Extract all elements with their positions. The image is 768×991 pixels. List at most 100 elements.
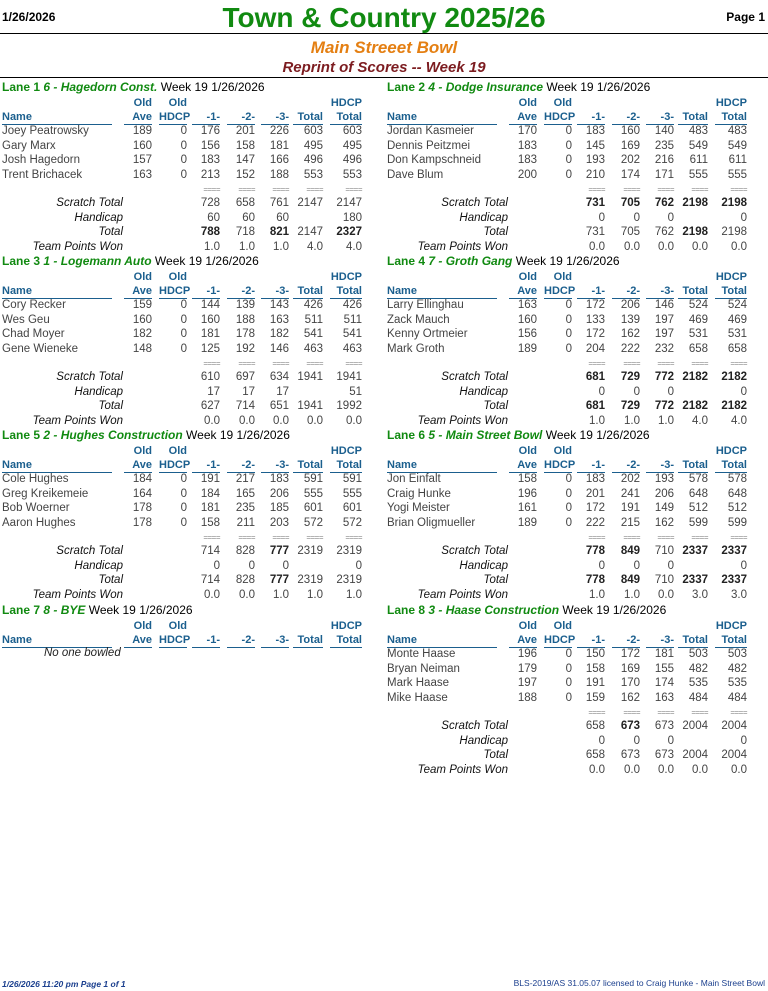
- game-1-score: 125: [200, 342, 220, 355]
- team-total-g1: 731: [585, 226, 605, 238]
- bowler-handicap: 0: [565, 299, 572, 311]
- series-total: 658: [688, 342, 708, 355]
- scratch-total-total: 2004: [682, 720, 708, 732]
- footer-right: BLS-2019/AS 31.05.07 licensed to Craig H…: [513, 978, 765, 988]
- series-total: 603: [303, 125, 323, 137]
- game-2-score: 172: [620, 648, 640, 660]
- col-header-name: Name: [2, 284, 112, 299]
- separator: ====: [203, 359, 220, 368]
- game-2-score: 217: [235, 473, 255, 485]
- col-header-hdcp: HDCP: [715, 97, 747, 109]
- scratch-total-total: 2319: [297, 545, 323, 557]
- lane-title: Lane 8 3 - Haase Construction Week 19 1/…: [387, 603, 666, 617]
- col-header-hdcp: HDCP: [544, 111, 576, 125]
- game-1-score: 145: [585, 139, 605, 152]
- col-header-hdcp: HDCP: [330, 97, 362, 109]
- col-header-ave: Ave: [509, 458, 537, 473]
- lane-block-5: Lane 5 2 - Hughes Construction Week 19 1…: [0, 428, 382, 602]
- bowler-average: 179: [517, 662, 537, 675]
- col-header-ave: Ave: [509, 110, 537, 125]
- bowler-average: 159: [132, 299, 152, 311]
- handicap-row-g2: 0: [633, 560, 640, 572]
- bowler-average: 189: [517, 516, 537, 529]
- col-header-ave: Ave: [509, 284, 537, 299]
- handicap-row-htotal: 51: [349, 386, 362, 398]
- series-total: 555: [688, 168, 708, 181]
- team-points-won-label: Team Points Won: [417, 589, 508, 601]
- team-total-g3: 772: [654, 400, 674, 412]
- handicap-row-label: Handicap: [459, 735, 508, 747]
- handicap-row-htotal: 0: [740, 386, 747, 398]
- bowler-handicap: 0: [565, 487, 572, 500]
- game-3-score: 181: [269, 139, 289, 152]
- handicap-series-total: 511: [343, 313, 362, 326]
- lane-title: Lane 4 7 - Groth Gang Week 19 1/26/2026: [387, 254, 620, 268]
- scratch-total-g2: 673: [620, 720, 640, 732]
- team-points-won-htotal: 0.0: [346, 415, 362, 427]
- game-2-score: 206: [620, 299, 640, 311]
- team-total-total: 2337: [682, 574, 708, 586]
- col-header-hdcp: HDCP: [159, 111, 191, 125]
- bowler-name: Mike Haase: [387, 691, 448, 704]
- handicap-series-total: 484: [727, 691, 747, 704]
- game-2-score: 202: [620, 473, 640, 485]
- game-1-score: 204: [585, 342, 605, 355]
- team-total-htotal: 2327: [336, 226, 362, 238]
- separator: ====: [691, 185, 708, 194]
- game-2-score: 162: [620, 328, 640, 340]
- handicap-series-total: 601: [342, 502, 362, 514]
- handicap-series-total: 549: [727, 139, 747, 152]
- col-header-game-1: -1-: [192, 284, 220, 299]
- page-number: Page 1: [726, 10, 765, 24]
- col-header-game-1: -1-: [577, 284, 605, 299]
- separator: ====: [345, 533, 362, 542]
- team-points-won-g1: 1.0: [204, 241, 220, 253]
- scratch-total-g1: 714: [200, 545, 220, 557]
- series-total: 572: [303, 516, 323, 529]
- team-points-won-htotal: 4.0: [346, 241, 362, 253]
- lane-number: Lane 3: [2, 254, 41, 268]
- team-points-won-g3: 0.0: [658, 589, 674, 601]
- series-total: 553: [303, 168, 323, 181]
- separator: ====: [588, 708, 605, 717]
- team-points-won-g3: 1.0: [658, 415, 674, 427]
- team-total-g1: 627: [200, 400, 220, 412]
- bowler-handicap: 0: [180, 125, 187, 137]
- series-total: 599: [688, 516, 708, 529]
- handicap-series-total: 578: [727, 473, 747, 485]
- col-header-game-3: -3-: [261, 110, 289, 125]
- col-header-ave: Ave: [509, 633, 537, 648]
- bowler-average: 178: [132, 502, 152, 514]
- scratch-total-g3: 772: [654, 371, 674, 383]
- team-name: 7 - Groth Gang: [428, 254, 513, 268]
- game-3-score: 143: [269, 299, 289, 311]
- team-points-won-total: 4.0: [307, 241, 323, 253]
- bowler-handicap: 0: [565, 342, 572, 355]
- scratch-total-htotal: 2004: [721, 720, 747, 732]
- col-header-total: Total: [293, 110, 323, 125]
- separator: ====: [345, 185, 362, 194]
- game-1-score: 191: [585, 677, 605, 689]
- series-total: 503: [688, 648, 708, 660]
- team-points-won-label: Team Points Won: [417, 764, 508, 776]
- game-2-score: 170: [620, 677, 640, 689]
- bowler-handicap: 0: [565, 168, 572, 181]
- lane-title: Lane 1 6 - Hagedorn Const. Week 19 1/26/…: [2, 80, 265, 94]
- handicap-row-htotal: 0: [740, 560, 747, 572]
- bowler-name: Dave Blum: [387, 168, 444, 181]
- game-1-score: 213: [200, 168, 220, 181]
- scratch-total-total: 2337: [682, 545, 708, 557]
- header-date: 1/26/2026: [2, 10, 56, 24]
- lane-title: Lane 3 1 - Logemann Auto Week 19 1/26/20…: [2, 254, 259, 268]
- bowler-handicap: 0: [180, 299, 187, 311]
- game-3-score: 203: [269, 516, 289, 529]
- game-2-score: 152: [235, 168, 255, 181]
- game-1-score: 201: [585, 487, 605, 500]
- col-header-hdcp: HDCP: [715, 271, 747, 283]
- bowler-average: 161: [517, 502, 537, 514]
- series-total: 463: [303, 342, 323, 355]
- bowler-name: Monte Haase: [387, 648, 456, 660]
- handicap-series-total: 531: [727, 328, 747, 340]
- bowler-name: Don Kampschneid: [387, 154, 481, 166]
- bowler-handicap: 0: [565, 328, 572, 340]
